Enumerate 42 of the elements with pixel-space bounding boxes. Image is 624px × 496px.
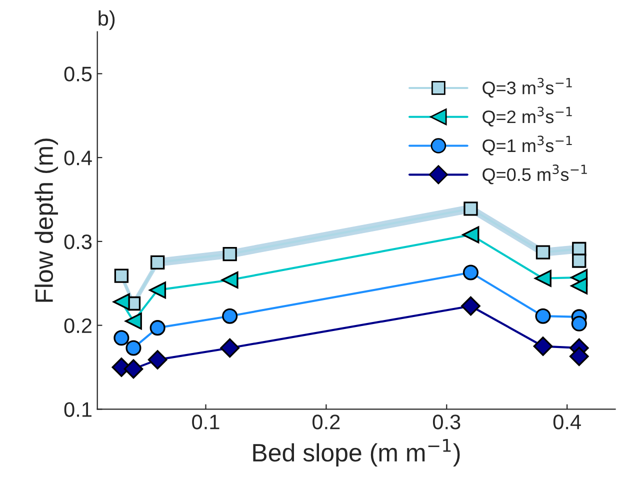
point — [461, 296, 480, 316]
point — [570, 277, 588, 294]
point — [126, 340, 142, 356]
text: b) — [98, 10, 115, 30]
legend-label: Q=2 m$^{3}$s$^{−1}$ — [482, 106, 572, 126]
point — [571, 316, 587, 332]
point — [124, 359, 144, 379]
x-tick-label: 0.2 — [312, 414, 340, 430]
legend-label: Q=0.5 m$^{3}$s$^{−1}$ — [482, 164, 587, 184]
x-axis-title: Bed slope (m m$^{−1}$) — [253, 439, 460, 467]
point — [572, 254, 586, 268]
point — [462, 264, 479, 280]
point — [112, 293, 130, 310]
point — [536, 245, 550, 260]
point — [462, 226, 480, 244]
point — [125, 312, 142, 330]
y-tick-label: 0.4 — [64, 150, 92, 166]
y-tick-label: 0.2 — [64, 318, 92, 334]
point — [220, 338, 240, 358]
point — [150, 255, 165, 270]
point — [150, 320, 166, 336]
point — [149, 282, 166, 299]
x-tick-label: 0.4 — [553, 414, 581, 430]
y-axis-title: Flow depth (m) — [34, 138, 58, 302]
y-tick-label: 0.5 — [64, 66, 92, 82]
point — [464, 202, 478, 216]
point — [222, 246, 237, 262]
y-tick-label: 0.1 — [64, 402, 92, 417]
y-tick-label: 0.3 — [64, 234, 92, 250]
point — [114, 330, 130, 346]
x-tick-label: 0.3 — [432, 414, 460, 430]
point — [221, 272, 238, 288]
point — [534, 270, 552, 287]
point — [148, 350, 168, 370]
point — [114, 268, 129, 283]
point — [222, 308, 238, 324]
legend-label: Q=3 m$^{3}$s$^{−1}$ — [482, 78, 572, 98]
point — [569, 346, 589, 366]
x-tick-label: 0.1 — [192, 414, 220, 430]
point — [535, 308, 551, 324]
legend-label: Q=1 m$^{3}$s$^{−1}$ — [482, 136, 572, 156]
point — [533, 336, 553, 356]
